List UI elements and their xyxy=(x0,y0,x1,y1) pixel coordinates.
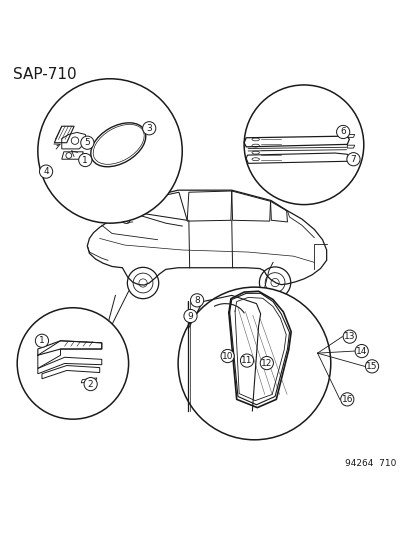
Circle shape xyxy=(365,360,378,373)
Text: 2: 2 xyxy=(88,379,93,389)
Circle shape xyxy=(35,334,48,348)
Circle shape xyxy=(78,154,92,167)
Circle shape xyxy=(340,393,353,406)
Circle shape xyxy=(260,357,273,370)
Text: 3: 3 xyxy=(146,124,152,133)
Text: 12: 12 xyxy=(261,359,272,368)
Circle shape xyxy=(336,125,349,139)
Circle shape xyxy=(183,310,197,322)
Circle shape xyxy=(17,308,128,419)
Text: SAP-710: SAP-710 xyxy=(13,67,76,82)
Circle shape xyxy=(354,344,368,358)
Text: 8: 8 xyxy=(194,296,199,305)
Circle shape xyxy=(342,330,356,343)
Text: 9: 9 xyxy=(187,311,193,320)
Circle shape xyxy=(38,79,182,223)
Text: 5: 5 xyxy=(84,138,90,147)
Circle shape xyxy=(244,85,363,205)
Text: 4: 4 xyxy=(43,167,49,176)
Circle shape xyxy=(221,350,234,362)
Circle shape xyxy=(346,152,359,166)
Circle shape xyxy=(142,122,155,135)
Text: 6: 6 xyxy=(339,127,345,136)
Text: 13: 13 xyxy=(343,332,355,341)
Text: 11: 11 xyxy=(241,356,252,365)
Text: 1: 1 xyxy=(82,156,88,165)
Circle shape xyxy=(39,165,52,178)
Text: 7: 7 xyxy=(350,155,356,164)
Circle shape xyxy=(240,354,253,367)
Text: 14: 14 xyxy=(355,346,366,356)
Circle shape xyxy=(81,136,94,149)
Circle shape xyxy=(84,377,97,391)
Text: 15: 15 xyxy=(366,362,377,371)
Text: 16: 16 xyxy=(341,395,352,404)
Text: 1: 1 xyxy=(39,336,45,345)
Text: 10: 10 xyxy=(221,352,233,360)
Text: 94264  710: 94264 710 xyxy=(344,459,396,468)
Circle shape xyxy=(178,287,330,440)
Circle shape xyxy=(190,294,203,307)
